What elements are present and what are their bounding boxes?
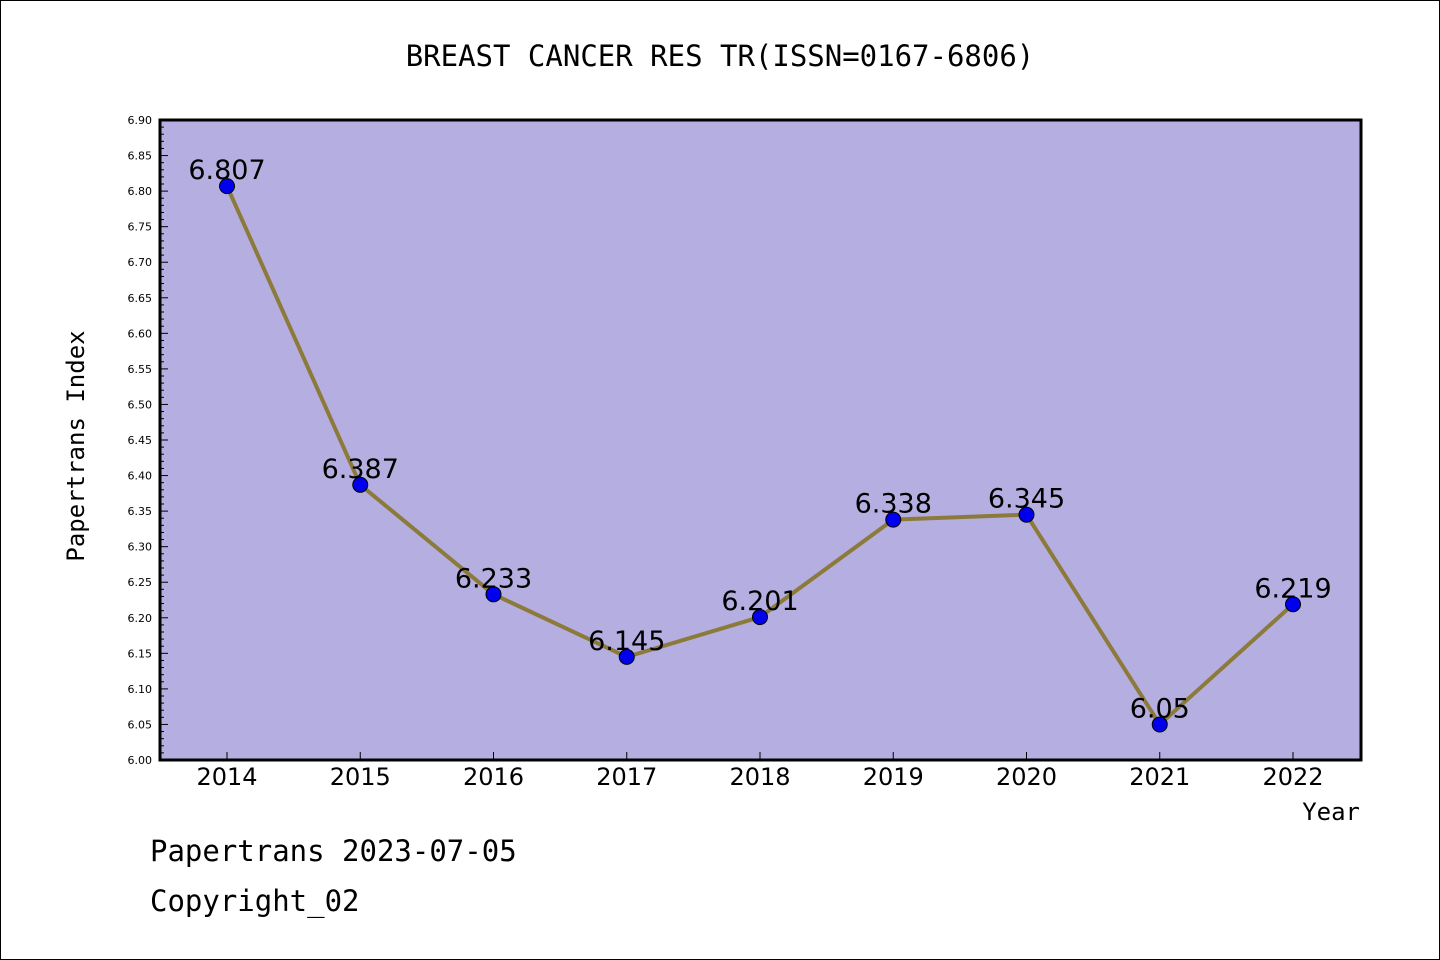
x-tick-label: 2021: [1129, 763, 1190, 791]
y-tick-label: 6.90: [128, 114, 153, 127]
data-label: 6.145: [588, 626, 665, 657]
series-line: 6.807 6.387 6.233 6.145 6.201 6.338 6.345 6.05 6…: [188, 155, 1332, 733]
x-axis-title: Year: [1302, 798, 1360, 826]
data-label: 6.387: [322, 454, 399, 485]
data-point: [885, 511, 902, 528]
data-label: 6.233: [455, 563, 532, 594]
y-tick-label: 6.50: [128, 398, 153, 411]
data-point: [1285, 596, 1301, 613]
y-tick-label: 6.10: [128, 683, 153, 696]
y-tick-label: 6.80: [128, 185, 153, 198]
data-point: [219, 178, 235, 195]
y-tick-label: 6.35: [128, 505, 153, 518]
data-label: 6.201: [721, 586, 798, 617]
data-point: [752, 609, 768, 626]
x-tick-label: 2016: [463, 763, 524, 791]
y-tick-label: 6.15: [128, 647, 153, 660]
y-tick-label: 6.85: [128, 150, 153, 163]
data-point: [618, 648, 635, 665]
y-tick-label: 6.45: [128, 434, 153, 447]
y-tick-label: 6.40: [128, 470, 153, 483]
x-tick-label: 2018: [729, 763, 790, 791]
y-tick-label: 6.00: [128, 754, 153, 767]
y-tick-label: 6.70: [128, 256, 153, 269]
y-axis-title: Papertrans Index: [62, 330, 90, 561]
y-tick-label: 6.05: [128, 718, 153, 731]
y-tick-label: 6.30: [128, 541, 153, 554]
y-tick-label: 6.65: [128, 292, 153, 305]
data-point: [485, 586, 502, 603]
x-tick-label: 2017: [596, 763, 657, 791]
x-axis: 2014 2015 2016 2017 2018 2019 2020 2021 2022: [196, 752, 1324, 791]
x-tick-label: 2020: [996, 763, 1057, 791]
x-tick-label: 2014: [196, 763, 257, 791]
y-axis: 6.00 6.05 6.10 6.15 6.20 6.25 6.30 6.35 6.40 6.45…: [128, 114, 168, 767]
data-label: 6.807: [188, 155, 265, 186]
chart-title: BREAST CANCER RES TR(ISSN=0167-6806): [406, 39, 1035, 73]
y-tick-label: 6.55: [128, 363, 153, 376]
footer-date: Papertrans 2023-07-05: [150, 834, 517, 868]
x-tick-label: 2015: [330, 763, 391, 791]
data-point: [1151, 716, 1168, 733]
y-tick-label: 6.20: [128, 612, 153, 625]
data-label: 6.219: [1254, 573, 1331, 604]
data-point: [1018, 506, 1035, 523]
plot-border: [158, 118, 1363, 762]
data-label: 6.345: [988, 484, 1065, 515]
footer-copyright: Copyright_02: [150, 884, 360, 918]
y-tick-label: 6.60: [128, 327, 153, 340]
plot-area: [160, 120, 1361, 760]
data-label: 6.05: [1130, 693, 1190, 724]
y-tick-label: 6.25: [128, 576, 153, 589]
data-label: 6.338: [855, 489, 932, 520]
y-tick-label: 6.75: [128, 221, 153, 234]
x-tick-label: 2019: [863, 763, 924, 791]
data-point: [352, 476, 369, 493]
x-tick-label: 2022: [1262, 763, 1323, 791]
